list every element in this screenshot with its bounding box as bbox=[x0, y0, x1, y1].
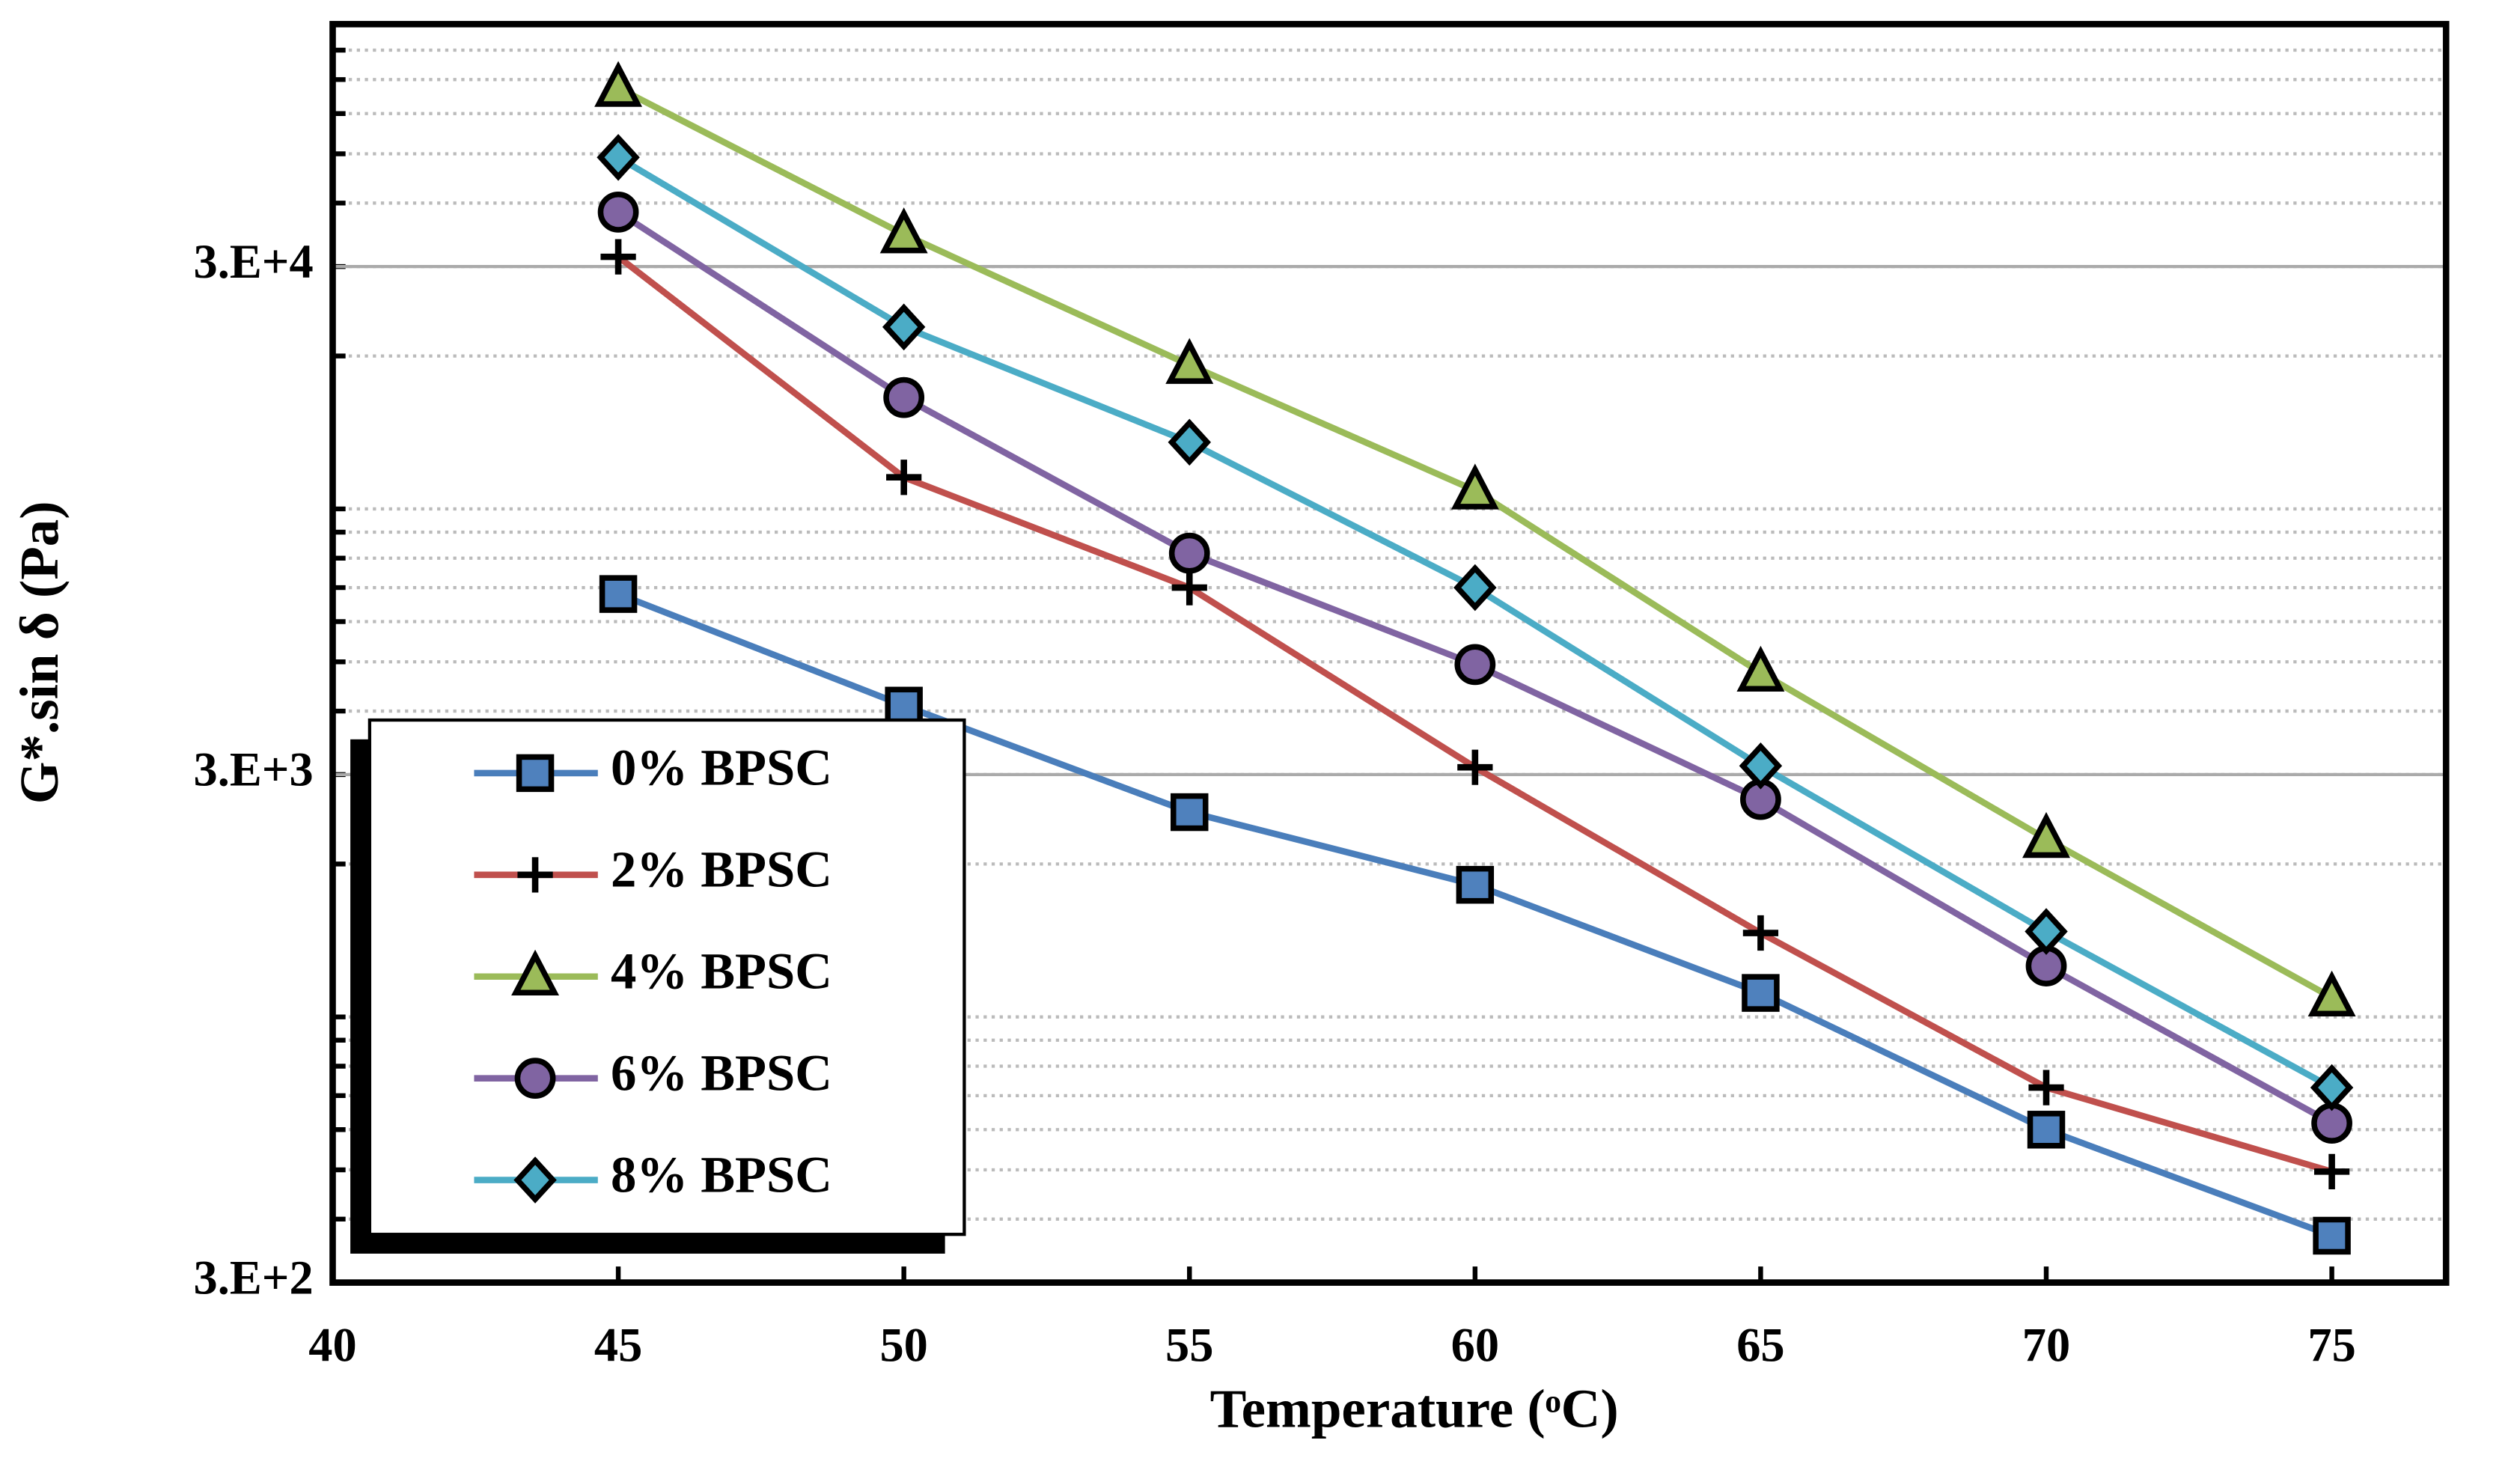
marker bbox=[1457, 749, 1493, 785]
marker bbox=[1171, 570, 1207, 606]
marker bbox=[2022, 811, 2070, 858]
legend-label: 4% BPSC bbox=[611, 943, 832, 1000]
marker bbox=[2313, 1153, 2350, 1190]
marker bbox=[597, 191, 639, 233]
marker bbox=[885, 686, 923, 725]
marker bbox=[2307, 970, 2356, 1016]
x-tick-label: 40 bbox=[308, 1319, 356, 1372]
legend-box bbox=[367, 718, 966, 1236]
marker bbox=[600, 239, 636, 275]
marker bbox=[883, 376, 925, 418]
legend-label: 6% BPSC bbox=[611, 1044, 832, 1101]
y-tick-label: 3.E+2 bbox=[194, 1251, 314, 1304]
marker bbox=[1165, 338, 1214, 384]
legend-marker bbox=[511, 949, 560, 995]
legend-marker bbox=[513, 1156, 557, 1204]
legend-label: 0% BPSC bbox=[611, 739, 832, 796]
x-tick-label: 75 bbox=[2307, 1319, 2355, 1372]
y-axis-label: G*.sin δ (Pa) bbox=[9, 501, 70, 804]
legend-marker bbox=[514, 1058, 556, 1099]
legend-label: 8% BPSC bbox=[611, 1146, 832, 1203]
marker bbox=[1168, 418, 1211, 466]
legend: 0% BPSC 2% BPSC 4% BPSC 6% BPSC 8% BPSC bbox=[350, 718, 966, 1254]
marker bbox=[1742, 915, 1779, 951]
marker bbox=[882, 303, 926, 351]
marker bbox=[1454, 644, 1496, 686]
x-tick-label: 70 bbox=[2022, 1319, 2070, 1372]
marker bbox=[1171, 793, 1209, 832]
y-tick-label: 3.E+3 bbox=[194, 743, 314, 796]
marker bbox=[2028, 1070, 2064, 1105]
marker bbox=[879, 207, 928, 254]
marker bbox=[2310, 1064, 2354, 1111]
marker bbox=[1168, 532, 1210, 574]
x-axis-label: Temperature (ᵒC) bbox=[1210, 1378, 1619, 1439]
marker bbox=[2025, 908, 2068, 955]
x-tick-label: 60 bbox=[1451, 1319, 1499, 1372]
x-tick-label: 45 bbox=[594, 1319, 642, 1372]
marker bbox=[2027, 1111, 2066, 1149]
marker bbox=[1742, 974, 1780, 1012]
marker bbox=[886, 460, 922, 495]
marker bbox=[597, 133, 640, 181]
marker bbox=[1736, 645, 1785, 692]
marker bbox=[1453, 564, 1497, 611]
x-tick-label: 55 bbox=[1165, 1319, 1213, 1372]
marker bbox=[2313, 1216, 2351, 1255]
legend-marker bbox=[517, 857, 553, 893]
y-tick-label: 3.E+4 bbox=[194, 235, 314, 288]
marker bbox=[599, 575, 638, 613]
marker bbox=[1450, 463, 1499, 510]
x-tick-label: 50 bbox=[879, 1319, 927, 1372]
marker bbox=[1739, 742, 1783, 790]
marker bbox=[594, 61, 643, 107]
legend-label: 2% BPSC bbox=[611, 841, 832, 898]
plot-frame bbox=[329, 20, 2450, 1286]
marker bbox=[1456, 865, 1495, 904]
x-tick-label: 65 bbox=[1736, 1319, 1784, 1372]
legend-marker bbox=[516, 754, 555, 793]
